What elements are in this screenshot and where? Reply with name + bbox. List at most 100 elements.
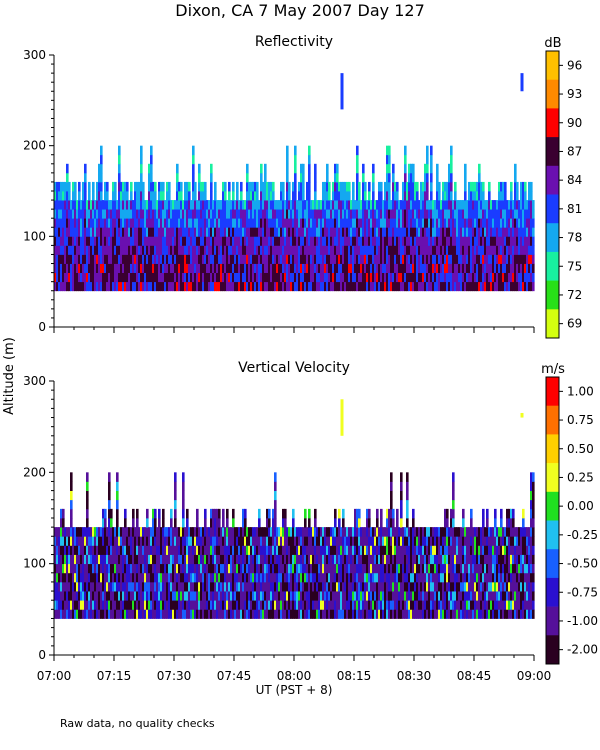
heatmap-cell xyxy=(354,281,357,292)
heatmap-cell xyxy=(334,200,337,210)
heatmap-cell xyxy=(154,209,157,219)
heatmap-cell xyxy=(158,263,161,273)
heatmap-cell xyxy=(366,527,369,537)
heatmap-cell xyxy=(510,200,513,210)
heatmap-cell xyxy=(308,545,311,555)
heatmap-cell xyxy=(306,609,309,619)
heatmap-cell xyxy=(392,563,395,574)
heatmap-cell xyxy=(184,572,187,583)
heatmap-cell xyxy=(378,181,381,192)
heatmap-cell xyxy=(404,272,407,283)
heatmap-cell xyxy=(468,227,471,237)
heatmap-cell xyxy=(64,527,67,537)
heatmap-cell xyxy=(264,191,267,201)
heatmap-cell xyxy=(74,209,77,219)
heatmap-cell xyxy=(324,281,327,292)
heatmap-cell xyxy=(150,581,153,592)
heatmap-cell xyxy=(502,191,505,201)
heatmap-cell xyxy=(464,254,467,264)
heatmap-cell xyxy=(528,263,531,273)
heatmap-cell xyxy=(272,518,275,528)
heatmap-cell xyxy=(116,490,119,501)
heatmap-cell xyxy=(258,527,261,537)
heatmap-cell xyxy=(424,163,427,174)
heatmap-cell xyxy=(362,172,365,183)
heatmap-cell xyxy=(118,263,121,273)
heatmap-cell xyxy=(108,490,111,501)
heatmap-cell xyxy=(428,536,431,546)
heatmap-cell xyxy=(138,600,141,610)
heatmap-cell xyxy=(218,545,221,555)
heatmap-cell xyxy=(414,218,417,228)
heatmap-cell xyxy=(236,609,239,619)
heatmap-cell xyxy=(314,609,317,619)
heatmap-cell xyxy=(68,563,71,574)
heatmap-cell xyxy=(380,209,383,219)
heatmap-cell xyxy=(84,554,87,565)
heatmap-cell xyxy=(482,209,485,219)
heatmap-cell xyxy=(252,191,255,201)
heatmap-cell xyxy=(166,554,169,565)
heatmap-cell xyxy=(220,209,223,219)
heatmap-cell xyxy=(498,263,501,273)
heatmap-cell xyxy=(208,218,211,228)
heatmap-cell xyxy=(164,272,167,283)
heatmap-cell xyxy=(286,581,289,592)
heatmap-cell xyxy=(200,181,203,192)
heatmap-cell xyxy=(266,181,269,192)
heatmap-cell xyxy=(448,209,451,219)
heatmap-cell xyxy=(180,245,183,255)
heatmap-cell xyxy=(312,563,315,574)
heatmap-cell xyxy=(460,218,463,228)
heatmap-cell xyxy=(454,281,457,292)
heatmap-cell xyxy=(190,563,193,574)
heatmap-cell xyxy=(172,200,175,210)
heatmap-cell xyxy=(96,181,99,192)
heatmap-cell xyxy=(174,209,177,219)
heatmap-cell xyxy=(380,581,383,592)
heatmap-cell xyxy=(190,263,193,273)
heatmap-cell xyxy=(140,236,143,246)
heatmap-cell xyxy=(206,609,209,619)
heatmap-cell xyxy=(164,218,167,228)
heatmap-cell xyxy=(358,181,361,192)
heatmap-cell xyxy=(152,527,155,537)
heatmap-cell xyxy=(106,281,109,292)
heatmap-cell xyxy=(446,181,449,192)
heatmap-cell xyxy=(158,181,161,192)
heatmap-cell xyxy=(114,600,117,610)
heatmap-cell xyxy=(164,536,167,546)
heatmap-cell xyxy=(190,218,193,228)
heatmap-cell xyxy=(212,272,215,283)
heatmap-cell xyxy=(120,191,123,201)
heatmap-cell xyxy=(222,272,225,283)
heatmap-cell xyxy=(288,254,291,264)
heatmap-cell xyxy=(276,218,279,228)
heatmap-cell xyxy=(476,272,479,283)
heatmap-cell xyxy=(110,554,113,565)
heatmap-cell xyxy=(198,200,201,210)
heatmap-cell xyxy=(152,581,155,592)
heatmap-cell xyxy=(296,263,299,273)
heatmap-cell xyxy=(512,236,515,246)
heatmap-cell xyxy=(488,209,491,219)
heatmap-cell xyxy=(160,181,163,192)
heatmap-cell xyxy=(416,545,419,555)
heatmap-cell xyxy=(332,600,335,610)
heatmap-cell xyxy=(284,609,287,619)
heatmap-cell xyxy=(310,581,313,592)
heatmap-cell xyxy=(476,218,479,228)
heatmap-cell xyxy=(296,563,299,574)
heatmap-cell xyxy=(178,209,181,219)
heatmap-cell xyxy=(458,209,461,219)
heatmap-cell xyxy=(110,581,113,592)
heatmap-cell xyxy=(358,281,361,292)
heatmap-cell xyxy=(220,600,223,610)
heatmap-cell xyxy=(378,191,381,201)
heatmap-cell xyxy=(380,518,383,528)
heatmap-cell xyxy=(498,254,501,264)
heatmap-cell xyxy=(282,209,285,219)
heatmap-cell xyxy=(110,518,113,528)
heatmap-cell xyxy=(422,181,425,192)
heatmap-cell xyxy=(244,600,247,610)
